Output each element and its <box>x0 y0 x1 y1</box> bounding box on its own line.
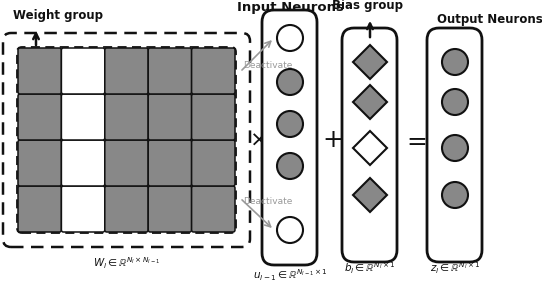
Circle shape <box>277 25 303 51</box>
FancyBboxPatch shape <box>105 186 148 232</box>
FancyBboxPatch shape <box>342 28 397 262</box>
Polygon shape <box>353 131 387 165</box>
FancyBboxPatch shape <box>18 94 61 140</box>
FancyBboxPatch shape <box>148 186 192 232</box>
Text: Bias group: Bias group <box>332 0 403 12</box>
Text: $W_l \in \mathbb{R}^{N_l \times N_{l-1}}$: $W_l \in \mathbb{R}^{N_l \times N_{l-1}}… <box>93 255 160 271</box>
FancyBboxPatch shape <box>148 48 192 94</box>
Circle shape <box>277 69 303 95</box>
FancyBboxPatch shape <box>18 140 61 186</box>
Circle shape <box>442 89 468 115</box>
FancyBboxPatch shape <box>61 140 105 186</box>
Text: $\times$: $\times$ <box>249 130 267 150</box>
Polygon shape <box>353 85 387 119</box>
Text: $u_{l-1} \in \mathbb{R}^{N_{l-1} \times 1}$: $u_{l-1} \in \mathbb{R}^{N_{l-1} \times … <box>253 267 327 283</box>
FancyBboxPatch shape <box>192 94 235 140</box>
Text: Deactivate: Deactivate <box>243 197 292 207</box>
Circle shape <box>277 111 303 137</box>
FancyBboxPatch shape <box>262 10 317 265</box>
Text: $+$: $+$ <box>322 128 342 152</box>
FancyBboxPatch shape <box>148 140 192 186</box>
FancyBboxPatch shape <box>192 48 235 94</box>
Polygon shape <box>353 178 387 212</box>
FancyBboxPatch shape <box>192 186 235 232</box>
Polygon shape <box>353 45 387 79</box>
FancyBboxPatch shape <box>18 186 61 232</box>
Circle shape <box>442 135 468 161</box>
FancyBboxPatch shape <box>105 48 148 94</box>
FancyBboxPatch shape <box>61 94 105 140</box>
Circle shape <box>442 49 468 75</box>
FancyBboxPatch shape <box>427 28 482 262</box>
FancyBboxPatch shape <box>192 140 235 186</box>
Circle shape <box>442 182 468 208</box>
Circle shape <box>277 153 303 179</box>
FancyBboxPatch shape <box>61 48 105 94</box>
Text: Input Neurons: Input Neurons <box>236 1 344 15</box>
Text: $b_l \in \mathbb{R}^{N_l \times 1}$: $b_l \in \mathbb{R}^{N_l \times 1}$ <box>344 260 396 276</box>
FancyBboxPatch shape <box>105 94 148 140</box>
Text: Output Neurons: Output Neurons <box>437 14 542 27</box>
Text: Deactivate: Deactivate <box>243 60 292 70</box>
FancyBboxPatch shape <box>148 94 192 140</box>
Text: Weight group: Weight group <box>13 9 103 22</box>
FancyBboxPatch shape <box>61 186 105 232</box>
FancyBboxPatch shape <box>105 140 148 186</box>
Text: $=$: $=$ <box>403 128 428 152</box>
FancyBboxPatch shape <box>18 48 61 94</box>
Circle shape <box>277 217 303 243</box>
Text: $z_l \in \mathbb{R}^{N_l \times 1}$: $z_l \in \mathbb{R}^{N_l \times 1}$ <box>430 260 480 276</box>
